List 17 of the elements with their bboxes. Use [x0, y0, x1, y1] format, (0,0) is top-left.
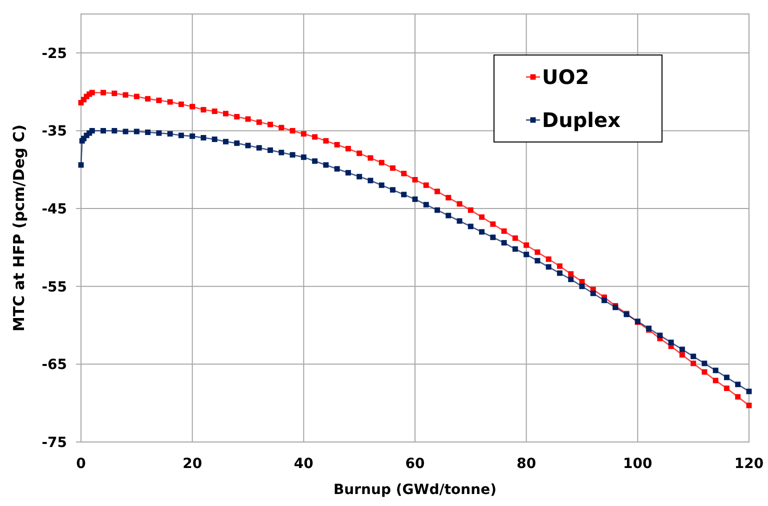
x-tick-label: 120	[734, 456, 764, 472]
x-tick-label: 20	[182, 456, 202, 472]
x-tick-label: 60	[405, 456, 425, 472]
x-tick-label: 40	[294, 456, 314, 472]
x-tick-label: 0	[76, 456, 86, 472]
x-tick-label: 80	[516, 456, 536, 472]
legend-label: Duplex	[542, 108, 621, 132]
y-tick-label: -55	[42, 279, 67, 296]
y-axis-title: MTC at HFP (pcm/Deg C)	[10, 124, 28, 332]
y-tick-label: -35	[42, 124, 67, 140]
y-tick-label: -65	[42, 357, 67, 374]
y-tick-label: -45	[42, 201, 67, 218]
y-tick-label: -25	[42, 46, 67, 62]
legend-label: UO2	[542, 65, 590, 89]
x-tick-label: 100	[623, 456, 653, 472]
x-axis-title: Burnup (GWd/tonne)	[334, 482, 496, 498]
y-tick-label: -75	[42, 434, 67, 451]
